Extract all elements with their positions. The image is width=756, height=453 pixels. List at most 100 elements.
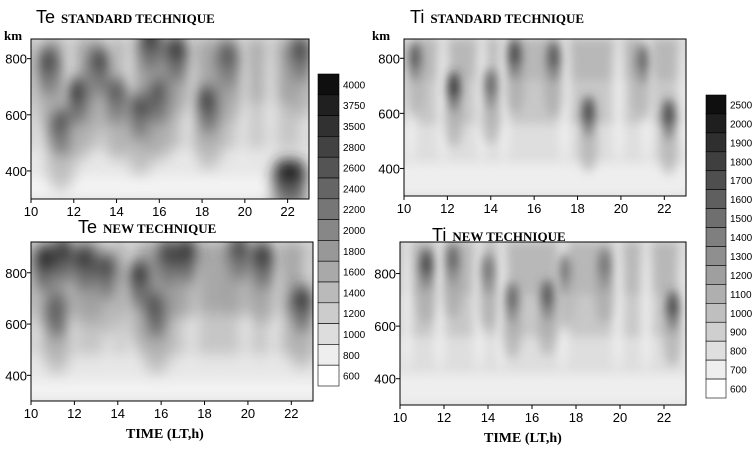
te-new-xtick-16: 16 [154, 406, 168, 421]
te-colorbar-label-4000: 4000 [343, 80, 366, 91]
ti-new-xlabel: TIME (LT,h) [484, 431, 562, 446]
ti-colorbar-cell-1500 [705, 208, 727, 228]
ti-standard-ytick-400: 400 [378, 161, 400, 176]
te-new-blob-halo-4 [92, 275, 121, 336]
ti-new-xtick-10: 10 [393, 410, 407, 425]
ti-colorbar-label-1600: 1600 [730, 195, 753, 206]
te-new-title: Te NEW TECHNIQUE [78, 218, 216, 238]
te-new-xtick-20: 20 [241, 406, 255, 421]
te-standard-streak-5 [236, 39, 249, 167]
te-standard-frame [30, 38, 310, 200]
ti-colorbar-label-700: 700 [730, 366, 747, 377]
ti-standard-bands [404, 39, 686, 196]
ti-new-streak-1 [433, 242, 446, 373]
ti-colorbar-label-1000: 1000 [730, 309, 753, 320]
te-colorbar-label-3750: 3750 [343, 101, 366, 112]
ti-colorbar-label-2000: 2000 [730, 119, 753, 130]
ti-colorbar-cell-2000 [705, 113, 727, 134]
te-new-blob-halo-6 [142, 313, 171, 374]
ti-colorbar-cell-1000 [705, 303, 727, 323]
ti-new-streak-3 [495, 242, 508, 373]
ti-colorbar-label-1500: 1500 [730, 214, 753, 225]
ti-standard-variable: Ti [410, 7, 425, 27]
te-colorbar-cell-2400 [317, 177, 340, 200]
te-new-band-1 [31, 354, 313, 381]
ti-new-xtick-22: 22 [657, 410, 671, 425]
te-standard-blob-halo-10 [213, 64, 242, 125]
ti-new-xtick-14: 14 [481, 410, 495, 425]
te-new-blob-halo-1 [43, 313, 72, 374]
te-new-blob-halo-11 [288, 308, 313, 369]
ti-standard-streak-7 [677, 39, 686, 165]
ti-new-blob-halo-6 [595, 272, 614, 325]
ti-standard-xtick-12: 12 [440, 201, 454, 216]
ti-standard-blob-halo-2 [481, 92, 500, 145]
te-new-blobs [31, 242, 313, 374]
te-new-xtick-22: 22 [284, 406, 298, 421]
te-colorbar-cell-3750 [317, 94, 340, 116]
ti-colorbar: 2500 2000 1900 1800 1700 1600 1500 1400 1300 1200… [705, 94, 753, 399]
ti-standard-streak-1 [437, 39, 450, 165]
ti-new-ytick-400: 400 [374, 372, 396, 387]
ti-standard-streak-5 [612, 39, 625, 165]
ti-standard-blob-halo-6 [633, 67, 652, 120]
ti-new-blob-halo-1 [443, 267, 462, 320]
ti-new-blob-halo-3 [503, 306, 522, 359]
te-new-xtick-18: 18 [197, 406, 211, 421]
te-colorbar-cell-2200 [317, 198, 340, 220]
te-new-frame [30, 241, 314, 402]
te-standard-ytick-800: 800 [5, 52, 27, 67]
ti-colorbar-cell-1700 [705, 170, 727, 190]
ti-new-plot: 10 12 14 16 18 20 22 400 600 800 [374, 241, 687, 425]
te-colorbar-cell-3500 [317, 115, 340, 137]
ti-colorbar-label-800: 800 [730, 347, 747, 358]
te-standard-band-0 [31, 176, 309, 199]
ti-new-variable: Ti [432, 225, 447, 245]
ti-new-streak-5 [611, 242, 624, 373]
te-new-field [31, 242, 313, 401]
ti-colorbar-cell-1300 [705, 246, 727, 266]
ti-standard-xtick-18: 18 [570, 201, 584, 216]
ti-standard-blob-halo-5 [579, 120, 598, 173]
te-colorbar-label-2200: 2200 [343, 205, 366, 216]
te-standard-blob-halo-9 [194, 109, 223, 170]
ti-colorbar-label-600: 600 [730, 385, 747, 396]
te-colorbar-label-1400: 1400 [343, 288, 366, 299]
ti-new-ytick-600: 600 [374, 319, 396, 334]
ti-new-xtick-16: 16 [525, 410, 539, 425]
ti-standard-band-3 [404, 39, 686, 81]
ti-standard-streak-3 [497, 39, 510, 165]
te-colorbar-label-1800: 1800 [343, 247, 366, 258]
te-standard-blobs [34, 39, 309, 199]
ti-colorbar-cell-1100 [705, 284, 727, 304]
te-colorbar-label-2400: 2400 [343, 184, 366, 195]
ti-colorbar-label-2500: 2500 [730, 100, 753, 111]
ti-colorbar-label-1800: 1800 [730, 157, 753, 168]
te-new-ytick-600: 600 [5, 317, 27, 332]
ti-colorbar-label-1200: 1200 [730, 271, 753, 282]
ti-standard-xtick-14: 14 [484, 201, 498, 216]
te-colorbar: 4000 3750 3500 2800 2600 2400 2200 2000 1800 1600… [317, 73, 366, 387]
te-standard-blob-halo-7 [145, 100, 174, 161]
ti-new-blob-halo-2 [479, 277, 497, 330]
te-standard-ytick-600: 600 [5, 108, 27, 123]
ti-standard-frame [403, 38, 687, 197]
ti-colorbar-cell-1400 [705, 227, 727, 247]
te-colorbar-label-600: 600 [343, 372, 360, 383]
ti-standard-title: Ti STANDARD TECHNIQUE [410, 8, 584, 28]
te-new-blob-halo-10 [249, 265, 278, 326]
te-standard-technique: STANDARD TECHNIQUE [61, 11, 215, 26]
te-standard-variable: Te [36, 7, 56, 27]
ti-new-xtick-12: 12 [437, 410, 451, 425]
te-standard-xtick-14: 14 [109, 204, 123, 219]
ti-standard-streak-4 [558, 39, 571, 165]
te-new-blob-halo-8 [173, 259, 202, 320]
te-new-plot: 10 12 14 16 18 20 22 400 600 800 [5, 241, 314, 421]
te-standard-blob-halo-2 [64, 100, 93, 161]
ti-standard-field [404, 39, 686, 196]
te-colorbar-cell-1800 [317, 240, 340, 262]
ti-standard-ylabel: km [372, 28, 391, 43]
te-new-xtick-12: 12 [67, 406, 81, 421]
te-new-blob-halo-2 [49, 259, 78, 320]
te-colorbar-cell-2000 [317, 219, 340, 241]
